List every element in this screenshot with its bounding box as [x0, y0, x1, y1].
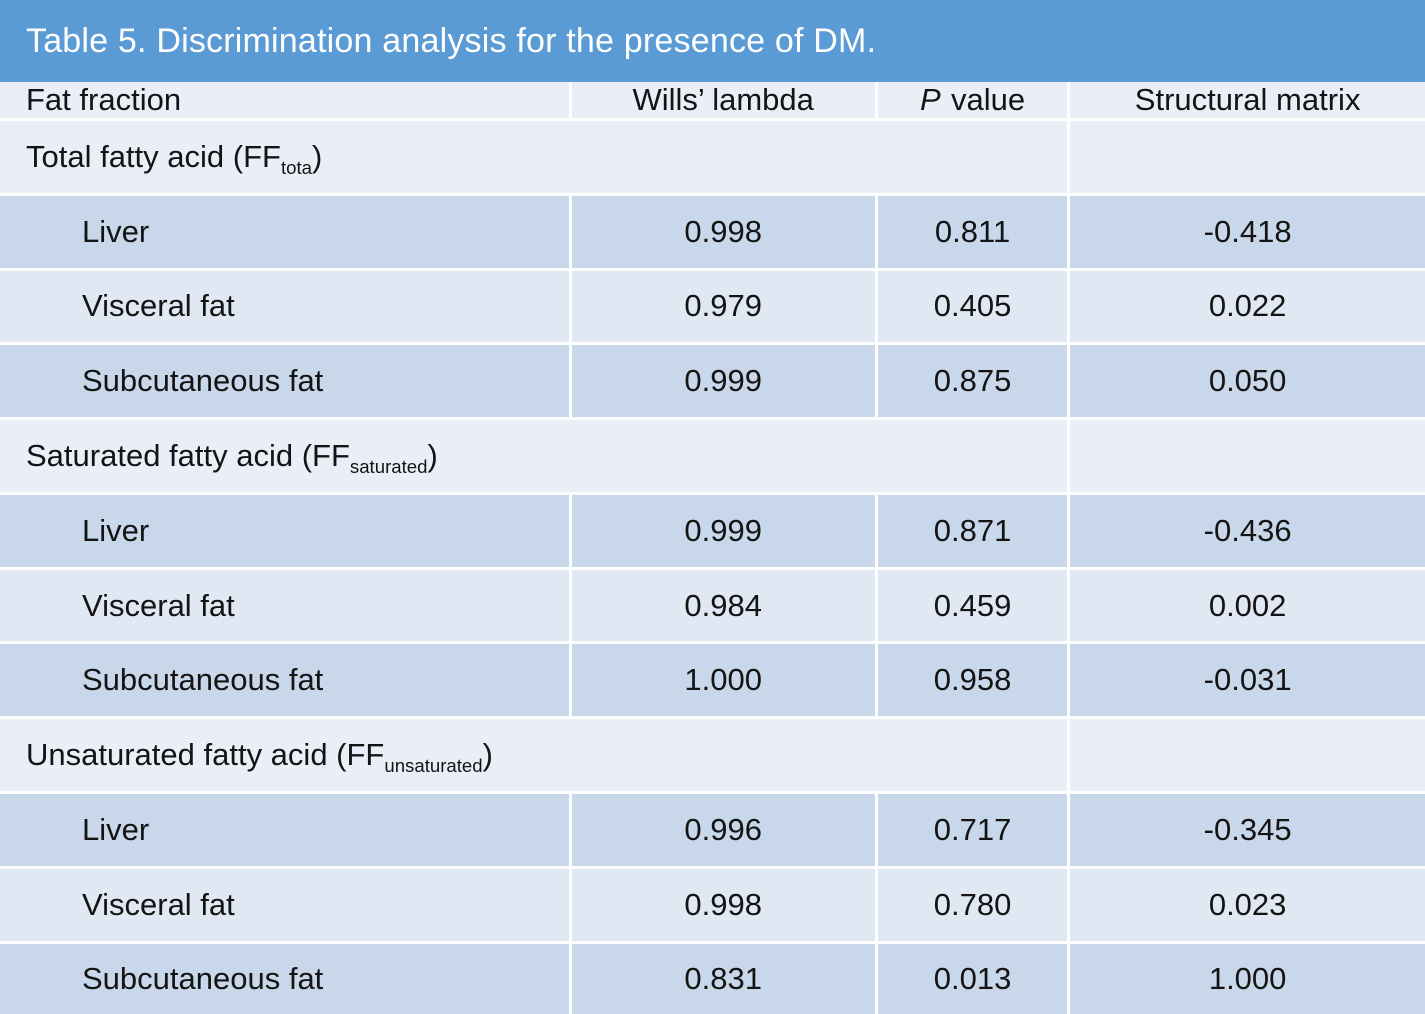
- group-label-sub: saturated: [349, 456, 428, 478]
- cell-structural-matrix: 0.022: [1067, 267, 1425, 346]
- cell-structural-matrix: 0.002: [1067, 566, 1425, 645]
- table-row: Visceral fat 0.979 0.405 0.022: [0, 267, 1425, 346]
- table-row: Subcutaneous fat 0.999 0.875 0.050: [0, 342, 1425, 421]
- cell-fat-fraction: Subcutaneous fat: [0, 940, 572, 1014]
- cell-wills-lambda: 0.979: [568, 267, 878, 346]
- cell-fat-fraction: Liver: [0, 791, 572, 869]
- group-label-post: ): [427, 438, 438, 474]
- col-header-structural-matrix: Structural matrix: [1067, 80, 1425, 121]
- group-label-saturated: Saturated fatty acid (FFsaturated): [0, 417, 1071, 495]
- cell-structural-matrix: 0.023: [1067, 865, 1425, 944]
- cell-fat-fraction: Visceral fat: [0, 566, 572, 645]
- group-label-unsaturated: Unsaturated fatty acid (FFunsaturated): [0, 716, 1071, 795]
- table-row: Subcutaneous fat 1.000 0.958 -0.031: [0, 641, 1425, 720]
- cell-p-value: 0.871: [874, 491, 1071, 570]
- group-label-post: ): [311, 138, 323, 174]
- group-empty-cell: [1067, 716, 1425, 795]
- cell-p-value: 0.013: [874, 940, 1071, 1014]
- table-row: Liver 0.999 0.871 -0.436: [0, 491, 1425, 570]
- group-empty-cell: [1067, 118, 1425, 196]
- cell-p-value: 0.958: [874, 641, 1071, 720]
- col-header-fat-fraction: Fat fraction: [0, 80, 572, 121]
- cell-wills-lambda: 0.996: [568, 791, 878, 869]
- cell-p-value: 0.780: [874, 865, 1071, 944]
- cell-wills-lambda: 0.999: [568, 491, 878, 570]
- table-row: Liver 0.996 0.717 -0.345: [0, 791, 1425, 869]
- cell-structural-matrix: -0.345: [1067, 791, 1425, 869]
- cell-p-value: 0.875: [874, 342, 1071, 421]
- cell-structural-matrix: 0.050: [1067, 342, 1425, 421]
- cell-wills-lambda: 0.984: [568, 566, 878, 645]
- cell-wills-lambda: 0.998: [568, 865, 878, 944]
- p-value-italic-p: P: [920, 82, 941, 117]
- cell-wills-lambda: 0.998: [568, 192, 878, 271]
- table-row: Visceral fat 0.984 0.459 0.002: [0, 566, 1425, 645]
- cell-p-value: 0.459: [874, 566, 1071, 645]
- group-header-saturated: Saturated fatty acid (FFsaturated): [0, 417, 1425, 495]
- cell-fat-fraction: Liver: [0, 192, 572, 271]
- col-header-wills-lambda: Wills’ lambda: [568, 80, 878, 121]
- cell-wills-lambda: 0.999: [568, 342, 878, 421]
- group-label-post: ): [482, 737, 493, 773]
- table-title: Table 5. Discrimination analysis for the…: [0, 0, 1425, 82]
- cell-fat-fraction: Subcutaneous fat: [0, 342, 572, 421]
- group-empty-cell: [1067, 417, 1425, 495]
- cell-fat-fraction: Subcutaneous fat: [0, 641, 572, 720]
- group-label-sub: tota: [280, 157, 312, 179]
- group-label-pre: Saturated fatty acid (FF: [26, 438, 350, 474]
- group-label-total: Total fatty acid (FFtota): [0, 118, 1071, 196]
- table-row: Liver 0.998 0.811 -0.418: [0, 192, 1425, 271]
- cell-fat-fraction: Visceral fat: [0, 865, 572, 944]
- cell-wills-lambda: 0.831: [568, 940, 878, 1014]
- cell-structural-matrix: -0.436: [1067, 491, 1425, 570]
- group-header-unsaturated: Unsaturated fatty acid (FFunsaturated): [0, 716, 1425, 795]
- cell-p-value: 0.405: [874, 267, 1071, 346]
- group-label-sub: unsaturated: [384, 755, 483, 777]
- group-label-pre: Unsaturated fatty acid (FF: [26, 737, 385, 773]
- cell-structural-matrix: -0.418: [1067, 192, 1425, 271]
- cell-p-value: 0.717: [874, 791, 1071, 869]
- cell-structural-matrix: -0.031: [1067, 641, 1425, 720]
- table-row: Subcutaneous fat 0.831 0.013 1.000: [0, 940, 1425, 1014]
- table-row: Visceral fat 0.998 0.780 0.023: [0, 865, 1425, 944]
- group-header-total: Total fatty acid (FFtota): [0, 118, 1425, 196]
- cell-fat-fraction: Liver: [0, 491, 572, 570]
- cell-p-value: 0.811: [874, 192, 1071, 271]
- cell-wills-lambda: 1.000: [568, 641, 878, 720]
- cell-structural-matrix: 1.000: [1067, 940, 1425, 1014]
- cell-fat-fraction: Visceral fat: [0, 267, 572, 346]
- p-value-rest: value: [950, 82, 1026, 117]
- group-label-pre: Total fatty acid (FF: [26, 138, 281, 174]
